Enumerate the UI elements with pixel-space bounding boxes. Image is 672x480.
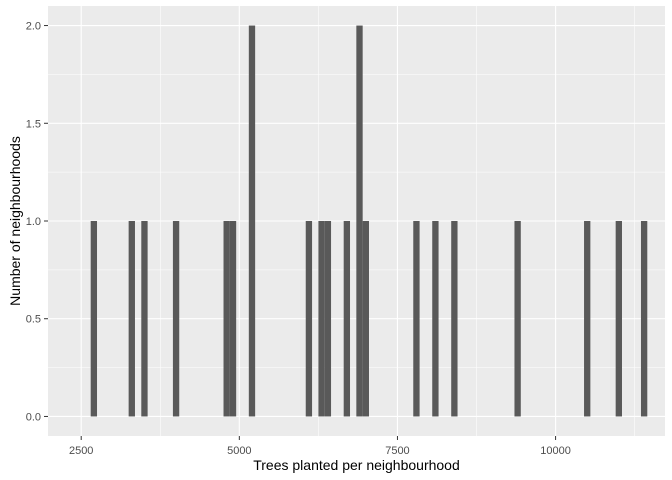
x-axis-title: Trees planted per neighbourhood <box>253 457 460 473</box>
histogram-bar <box>223 221 230 417</box>
histogram-bar <box>362 221 369 417</box>
histogram-bar <box>514 221 521 417</box>
y-tick-label: 1.0 <box>26 216 41 228</box>
histogram-bars <box>90 25 648 417</box>
histogram-bar <box>432 221 439 417</box>
y-tick-label: 2.0 <box>26 21 41 33</box>
histogram-bar <box>640 221 648 417</box>
histogram-bar <box>343 221 351 417</box>
histogram-bar <box>324 221 332 417</box>
x-axis: 2500 5000 7500 10000 <box>69 436 571 457</box>
histogram-bar <box>615 221 622 417</box>
y-axis: 0.0 0.5 1.0 1.5 2.0 <box>26 21 48 423</box>
histogram-bar <box>451 221 458 417</box>
x-tick-label: 10000 <box>540 445 571 457</box>
histogram-bar <box>356 25 363 417</box>
histogram-bar <box>413 221 420 417</box>
histogram-bar <box>172 221 180 417</box>
histogram-bar <box>229 221 237 417</box>
x-tick-label: 5000 <box>227 445 251 457</box>
histogram-bar <box>584 221 591 417</box>
x-tick-label: 2500 <box>69 445 93 457</box>
x-tick-label: 7500 <box>385 445 409 457</box>
histogram-bar <box>318 221 325 417</box>
y-tick-label: 1.5 <box>26 118 41 130</box>
y-tick-label: 0.0 <box>26 411 41 423</box>
histogram-bar <box>305 221 313 417</box>
histogram-bar <box>141 221 148 417</box>
histogram-bar <box>128 221 135 417</box>
y-tick-label: 0.5 <box>26 314 41 326</box>
y-axis-title: Number of neighbourhoods <box>7 136 23 306</box>
histogram-bar <box>248 25 256 417</box>
histogram-bar <box>90 221 98 417</box>
